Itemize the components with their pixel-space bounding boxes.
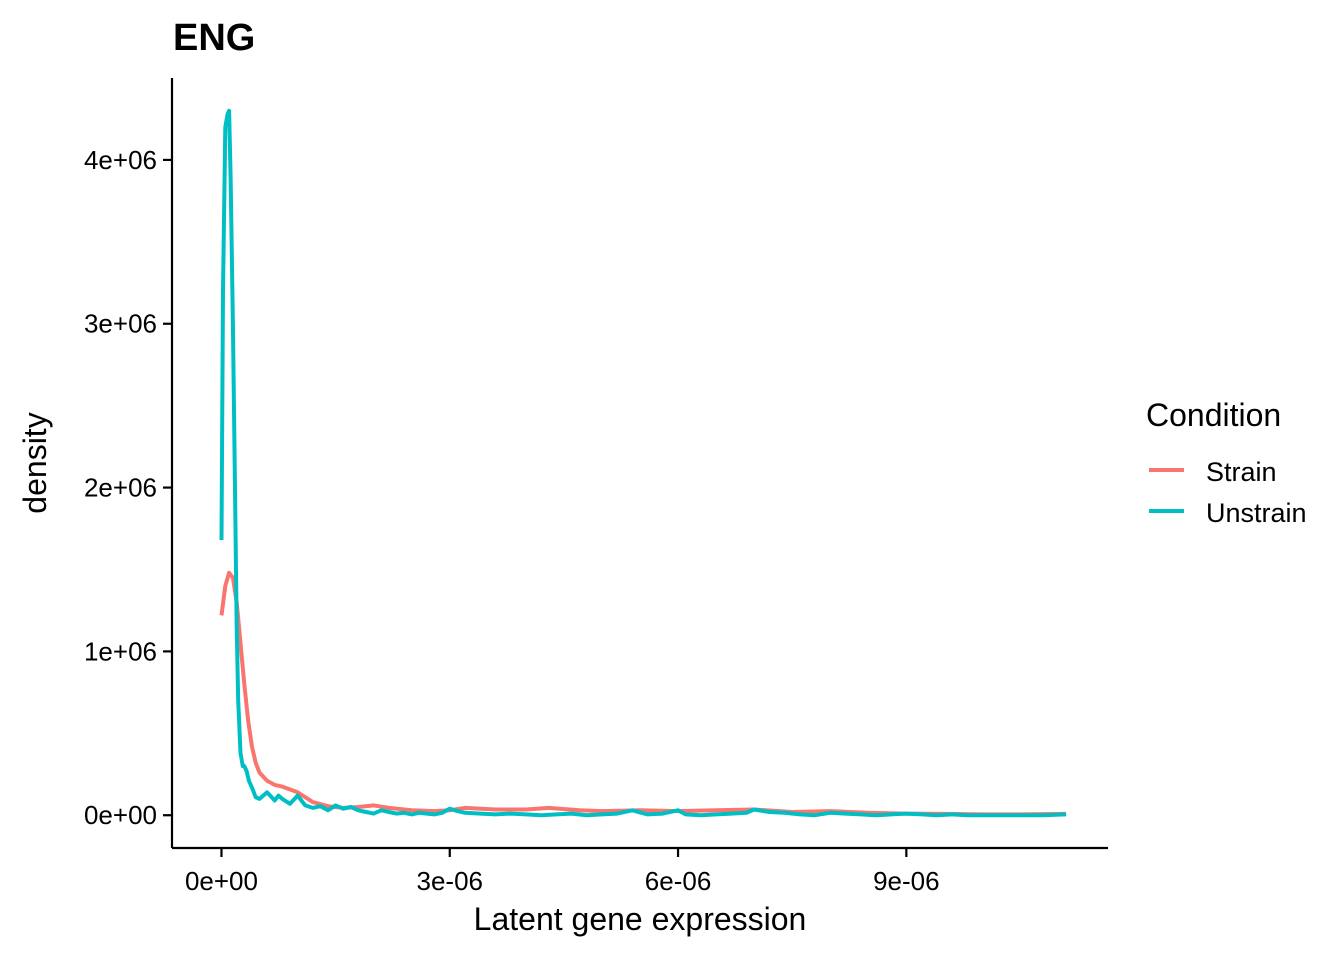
x-tick-label: 9e-06 (873, 866, 940, 896)
y-tick-label: 0e+00 (84, 800, 157, 830)
chart-title: ENG (173, 17, 255, 59)
x-tick-label: 0e+00 (185, 866, 258, 896)
legend: Condition Strain Unstrain (1146, 397, 1307, 528)
plot-lines (219, 108, 1067, 818)
legend-label-unstrain: Unstrain (1206, 498, 1307, 528)
y-axis-title: density (17, 412, 53, 513)
legend-items: Strain Unstrain (1149, 457, 1307, 528)
y-tick-label: 2e+06 (84, 473, 157, 503)
y-ticks: 0e+00 1e+06 2e+06 3e+06 4e+06 (84, 145, 172, 830)
x-ticks: 0e+00 3e-06 6e-06 9e-06 (185, 848, 940, 896)
legend-label-strain: Strain (1206, 457, 1277, 487)
legend-title: Condition (1146, 397, 1281, 433)
series-line-strain (219, 570, 1067, 817)
series-line-unstrain (219, 108, 1067, 818)
y-tick-label: 3e+06 (84, 309, 157, 339)
y-tick-label: 1e+06 (84, 636, 157, 666)
x-axis-title: Latent gene expression (474, 901, 807, 937)
axes (170, 78, 1108, 850)
x-tick-label: 3e-06 (417, 866, 484, 896)
x-tick-label: 6e-06 (645, 866, 712, 896)
y-tick-label: 4e+06 (84, 145, 157, 175)
